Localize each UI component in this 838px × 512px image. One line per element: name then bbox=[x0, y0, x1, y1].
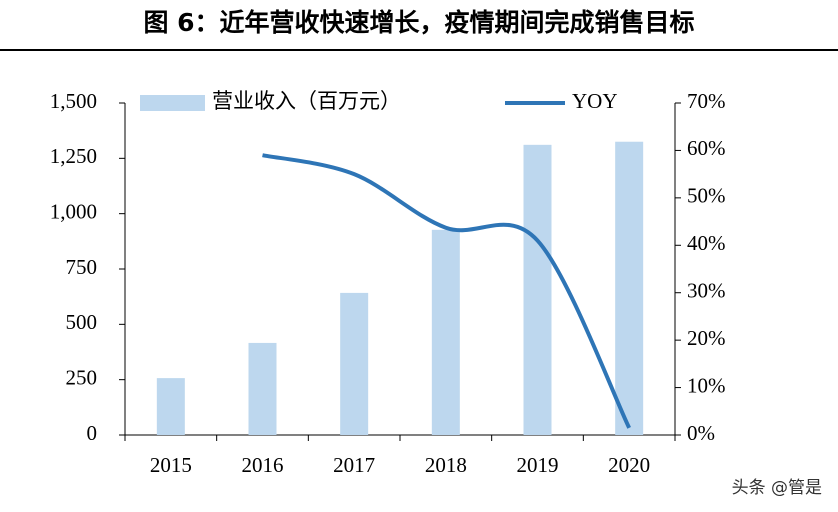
legend-label: YOY bbox=[572, 89, 618, 113]
y-tick-label: 1,250 bbox=[50, 144, 97, 168]
y2-tick-label: 70% bbox=[687, 89, 726, 113]
x-tick-label: 2017 bbox=[333, 453, 375, 477]
bar bbox=[156, 378, 185, 435]
y2-tick-label: 60% bbox=[687, 136, 726, 160]
watermark: 头条 @管是 bbox=[732, 478, 822, 498]
x-tick-label: 2016 bbox=[242, 453, 284, 477]
y-tick-label: 1,500 bbox=[50, 89, 97, 113]
bar bbox=[248, 342, 277, 435]
legend-label: 营业收入（百万元） bbox=[212, 89, 401, 113]
y-tick-label: 0 bbox=[87, 421, 98, 445]
y2-tick-label: 40% bbox=[687, 231, 726, 255]
line bbox=[262, 153, 631, 429]
y2-tick-label: 50% bbox=[687, 184, 726, 208]
x-tick-label: 2020 bbox=[608, 453, 650, 477]
bar bbox=[615, 141, 644, 435]
chart-title: 图 6：近年营收快速增长，疫情期间完成销售目标 bbox=[143, 8, 694, 37]
y2-tick-label: 20% bbox=[687, 326, 726, 350]
y2-tick-label: 10% bbox=[687, 373, 726, 397]
bar bbox=[340, 292, 369, 435]
bar bbox=[523, 144, 552, 435]
x-tick-label: 2015 bbox=[150, 453, 192, 477]
y-tick-label: 250 bbox=[66, 365, 98, 389]
bar bbox=[431, 229, 460, 435]
legend-swatch bbox=[140, 95, 205, 111]
y-tick-label: 500 bbox=[66, 310, 98, 334]
y2-tick-label: 0% bbox=[687, 421, 715, 445]
y-tick-label: 750 bbox=[66, 255, 98, 279]
x-tick-label: 2018 bbox=[425, 453, 467, 477]
y2-tick-label: 30% bbox=[687, 279, 726, 303]
y-tick-label: 1,000 bbox=[50, 199, 97, 223]
x-tick-label: 2019 bbox=[517, 453, 559, 477]
